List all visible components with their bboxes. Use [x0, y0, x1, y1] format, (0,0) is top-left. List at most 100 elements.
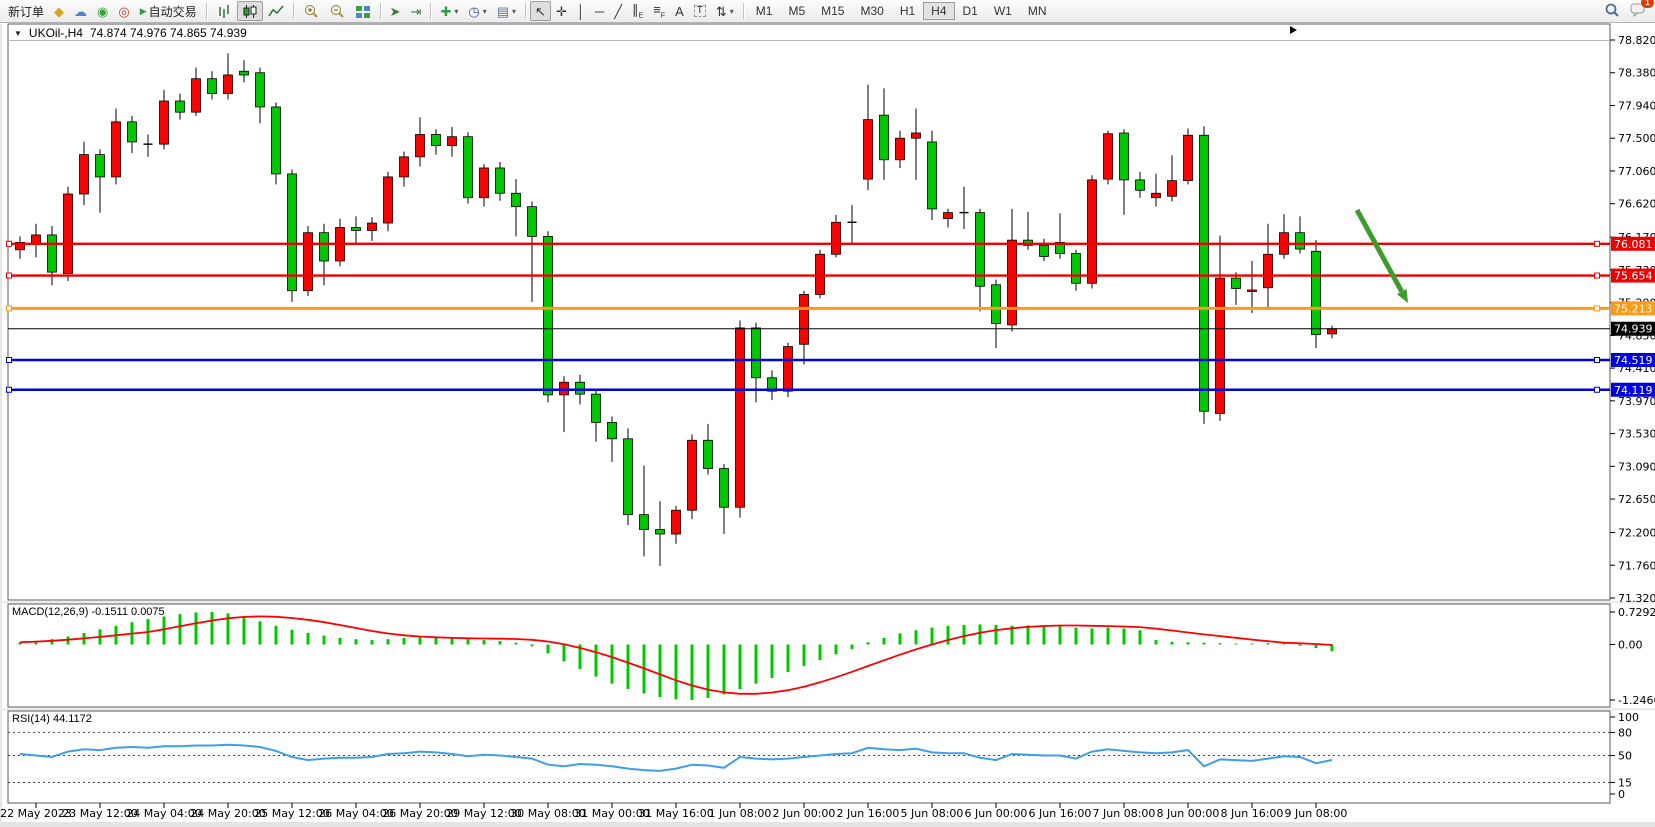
fibonacci-icon: ≡F — [653, 1, 666, 20]
hline-handle[interactable] — [1594, 386, 1600, 393]
macd-panel — [7, 603, 1611, 708]
timeframe-M1[interactable]: M1 — [755, 4, 773, 18]
new-order-button[interactable]: 新订单 — [3, 1, 49, 21]
bottom-strip — [0, 822, 1655, 827]
hline-handle[interactable] — [6, 272, 12, 279]
arrows-icon[interactable]: ⇅ ▾ — [711, 1, 739, 21]
date-tick-label: 8 Jun 00:00 — [1157, 807, 1220, 820]
candle — [799, 290, 809, 365]
price-level-label — [1611, 268, 1655, 283]
timeframe-D1[interactable]: D1 — [962, 4, 978, 18]
indicators-icon[interactable]: ✚ ▾ — [435, 1, 463, 21]
notification-badge: 1 — [1641, 0, 1654, 8]
indicators-icon-dropdown[interactable]: ▾ — [454, 6, 459, 16]
candle — [959, 186, 969, 229]
rsi-indicator-label: RSI(14) 44.1172 — [12, 713, 92, 725]
indicators-icon: ✚ — [440, 3, 452, 19]
cursor-icon[interactable]: ↖ — [530, 1, 551, 21]
candle — [607, 416, 617, 462]
timeframe-MN[interactable]: MN — [1027, 4, 1047, 18]
price-level-text: 74.119 — [1614, 384, 1653, 397]
candle — [591, 389, 601, 442]
text-label-icon[interactable]: T — [689, 1, 711, 21]
periods-icon: ◷ — [468, 3, 480, 19]
candle — [463, 132, 473, 204]
toolbar-separator — [292, 3, 294, 19]
tile-windows-icon[interactable] — [350, 1, 376, 21]
candle — [847, 205, 857, 244]
zoom-out-icon[interactable] — [324, 1, 350, 21]
chart-shift-marker[interactable] — [1290, 26, 1297, 34]
date-tick-label: 7 Jun 08:00 — [1093, 807, 1156, 820]
candle — [399, 151, 409, 187]
candle — [175, 93, 185, 120]
timeframe-M30[interactable]: M30 — [860, 4, 884, 18]
candle — [623, 428, 633, 526]
vertical-line-icon[interactable]: │ — [572, 1, 590, 21]
candle — [303, 226, 313, 296]
candlestick-chart-icon — [242, 4, 258, 19]
periods-icon-dropdown[interactable]: ▾ — [482, 6, 487, 16]
candle — [495, 162, 505, 201]
signals-icon[interactable]: ◉ — [92, 1, 113, 21]
candle — [191, 67, 201, 116]
chart-dropdown-icon[interactable]: ▼ — [14, 28, 22, 38]
notifications-icon[interactable]: 1 — [1630, 0, 1654, 20]
text-icon[interactable]: A — [670, 1, 689, 21]
market-icon[interactable]: ◎ — [113, 1, 134, 21]
auto-scroll-icon[interactable]: ➤ — [385, 1, 406, 21]
periods-icon[interactable]: ◷ ▾ — [463, 1, 491, 21]
date-tick-label: 25 May 12:00 — [254, 807, 329, 820]
price-tick-label: 71.760 — [1618, 559, 1655, 572]
panel-splitter[interactable] — [0, 601, 1655, 604]
price-level-label — [1611, 321, 1655, 336]
price-tick-label: 72.200 — [1618, 527, 1655, 540]
trendline-icon[interactable]: ╱ — [609, 1, 627, 21]
hline-handle[interactable] — [1594, 356, 1600, 363]
search-icon[interactable] — [1604, 2, 1620, 21]
templates-icon[interactable]: ▤ ▾ — [492, 1, 521, 21]
hline-handle[interactable] — [1594, 272, 1600, 279]
bar-chart-icon[interactable] — [211, 1, 237, 21]
trend-arrow-head[interactable] — [1396, 289, 1408, 303]
candle — [1295, 216, 1305, 254]
timeframe-H1[interactable]: H1 — [899, 4, 916, 18]
vertical-line-icon: │ — [576, 3, 585, 19]
hline-handle[interactable] — [6, 240, 12, 247]
hline-handle[interactable] — [1594, 305, 1600, 312]
panel-splitter[interactable] — [0, 708, 1655, 711]
zoom-in-icon[interactable] — [298, 1, 324, 21]
trend-arrow[interactable] — [1354, 208, 1404, 293]
chart-symbol-timeframe: UKOil-,H4 — [28, 26, 83, 40]
autotrading-button[interactable]: ▶ 自动交易 — [135, 1, 202, 21]
horizontal-line-icon[interactable]: ─ — [590, 1, 609, 21]
hline-handle[interactable] — [6, 386, 12, 393]
channel-icon[interactable]: ∥E — [627, 1, 648, 21]
timeframe-W1[interactable]: W1 — [993, 4, 1012, 18]
candle — [1103, 130, 1113, 185]
candle — [735, 320, 745, 518]
community-icon[interactable]: ☁ — [69, 1, 92, 21]
crosshair-icon[interactable]: ✛ — [551, 1, 572, 21]
hline-handle[interactable] — [6, 305, 12, 312]
arrows-icon-dropdown[interactable]: ▾ — [729, 6, 734, 16]
date-tick-label: 2 Jun 16:00 — [837, 807, 900, 820]
hline-handle[interactable] — [1594, 240, 1600, 247]
hline-handle[interactable] — [6, 356, 12, 363]
macd-axis-label: 0.00 — [1618, 639, 1643, 652]
line-chart-icon[interactable] — [263, 1, 289, 21]
chart-title: ▼ UKOil-,H4 74.874 74.976 74.865 74.939 — [14, 26, 247, 40]
candlestick-chart-icon[interactable] — [236, 1, 263, 21]
timeframe-M15[interactable]: M15 — [821, 4, 845, 18]
timeframe-M5[interactable]: M5 — [788, 4, 806, 18]
candle — [975, 208, 985, 312]
price-level-label — [1611, 352, 1655, 367]
chart-shift-icon[interactable]: ⇥ — [406, 1, 427, 21]
price-level-text: 74.519 — [1614, 354, 1653, 367]
chart-window-icon[interactable]: ◆ — [49, 1, 69, 21]
templates-icon-dropdown[interactable]: ▾ — [512, 6, 517, 16]
fibonacci-icon[interactable]: ≡F — [648, 1, 670, 21]
candle — [479, 164, 489, 207]
timeframe-H4[interactable]: H4 — [923, 2, 955, 20]
date-tick-label: 26 May 20:00 — [382, 807, 457, 820]
